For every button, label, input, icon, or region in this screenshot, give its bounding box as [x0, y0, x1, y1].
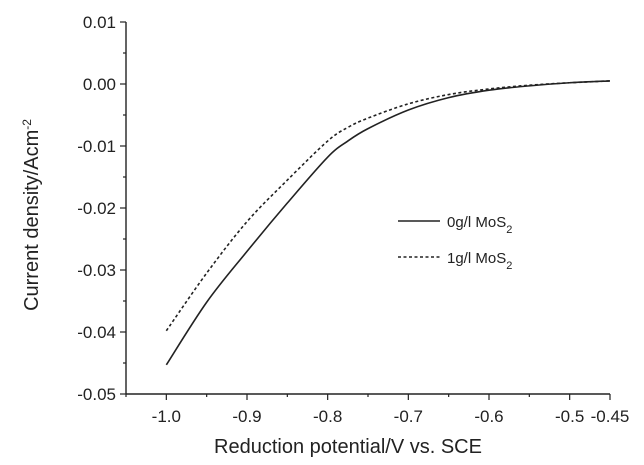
- x-tick-label: -0.7: [394, 407, 423, 426]
- legend-label-series-1-sub: 2: [506, 260, 512, 272]
- series-line-0: [165, 80, 611, 366]
- ticks-layer: 0.01 0.00 -0.01 -0.02 -0.03 -0.04 -0.05 -1.0 -0.…: [77, 13, 629, 426]
- y-tick-label: -0.05: [77, 385, 116, 404]
- legend-label-series-0-sub: 2: [506, 224, 512, 236]
- legend: 0g/l MoS2 1g/l MoS2: [398, 214, 512, 272]
- y-tick-label: -0.02: [77, 199, 116, 218]
- y-tick-label: -0.03: [77, 261, 116, 280]
- y-tick-label: 0.00: [83, 75, 116, 94]
- y-axis-title-main: Current density/Acm: [21, 130, 43, 311]
- legend-label-series-0-main: 0g/l MoS: [447, 214, 506, 231]
- y-tick-label: -0.01: [77, 137, 116, 156]
- y-axis-title-sup: -2: [20, 119, 34, 130]
- x-tick-label: -0.8: [313, 407, 342, 426]
- axes-layer: [125, 22, 610, 395]
- y-axis-title: Current density/Acm-2: [20, 119, 43, 311]
- legend-label-series-1-main: 1g/l MoS: [447, 250, 506, 267]
- x-axis-title: Reduction potential/V vs. SCE: [214, 436, 482, 458]
- legend-label-series-0: 0g/l MoS2: [447, 214, 512, 236]
- y-tick-label: 0.01: [83, 13, 116, 32]
- x-tick-label: -0.9: [232, 407, 261, 426]
- series-layer: [165, 80, 611, 366]
- x-tick-label: -0.45: [591, 407, 630, 426]
- x-tick-label: -1.0: [152, 407, 181, 426]
- y-tick-label: -0.04: [77, 323, 116, 342]
- x-tick-label: -0.5: [555, 407, 584, 426]
- x-tick-label: -0.6: [474, 407, 503, 426]
- legend-label-series-1: 1g/l MoS2: [447, 250, 512, 272]
